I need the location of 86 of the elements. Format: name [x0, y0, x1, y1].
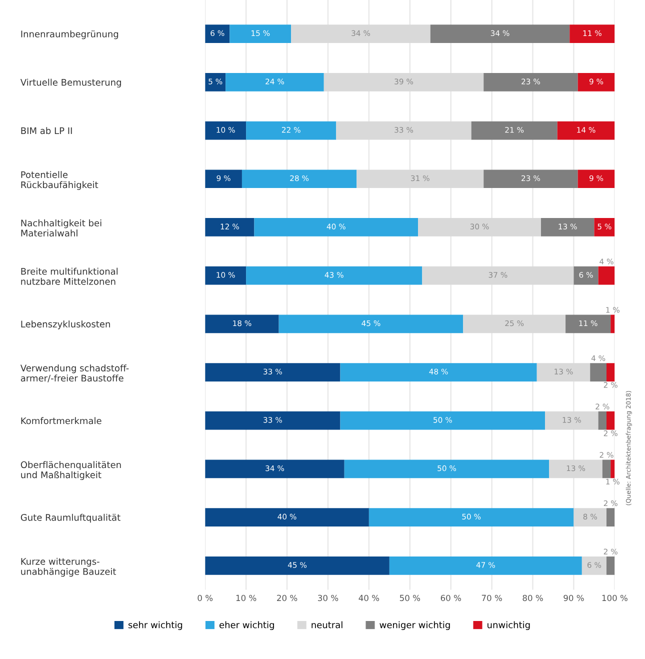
x-tick-label: 30 %: [318, 594, 338, 602]
bar: [610, 460, 615, 478]
y-tick-label: Nachhaltigkeit bei Materialwahl: [21, 219, 102, 237]
bar: [598, 266, 615, 285]
bar: [246, 266, 422, 285]
y-tick-label: BIM ab LP II: [21, 127, 72, 134]
bar: [340, 411, 546, 430]
bar: [205, 460, 344, 478]
bar: [582, 556, 606, 575]
bar: [574, 266, 598, 285]
bar: [344, 460, 550, 478]
bar: [610, 314, 615, 334]
legend-label: sehr wichtig: [128, 621, 182, 630]
bar: [566, 314, 611, 334]
x-tick-label: 100 %: [602, 594, 628, 602]
y-tick-label: Breite multifunktional nutzbare Mittelzonen: [21, 268, 118, 285]
bar: [246, 121, 336, 140]
bar: [606, 508, 615, 526]
y-tick-label: Virtuelle Bemusterung: [20, 78, 121, 88]
bar: [430, 24, 570, 44]
legend-label: unwichtig: [488, 621, 530, 630]
bar: [205, 363, 340, 382]
x-tick-label: 0 %: [198, 594, 213, 602]
bar: [205, 508, 369, 526]
bar: [205, 314, 279, 334]
bar: [254, 218, 418, 236]
bar: [578, 170, 615, 188]
bar: [536, 363, 590, 382]
bar: [463, 314, 566, 334]
legend-label: weniger wichtig: [380, 621, 450, 630]
bar: [606, 363, 615, 382]
bar: [278, 314, 464, 334]
bar: [356, 170, 484, 188]
x-tick-label: 20 %: [277, 594, 298, 602]
bar: [389, 556, 582, 575]
bar: [226, 73, 324, 92]
y-tick-label: Lebenszykluskosten: [21, 320, 110, 330]
x-tick-label: 50 %: [400, 594, 420, 602]
bar: [324, 73, 484, 92]
y-tick-label: Verwendung schadstoff- armer/-freier Baustoffe: [20, 364, 129, 382]
y-tick-label: Gute Raumluftqualität: [20, 514, 120, 523]
y-tick-label: Oberflächenqualitäten und Maßhaltigkeit: [20, 461, 121, 480]
bar: [422, 266, 574, 285]
bar: [336, 121, 472, 140]
bar: [484, 170, 578, 188]
bar: [557, 121, 615, 140]
bar: [418, 218, 541, 236]
bar: [574, 508, 606, 526]
bar: [590, 363, 606, 382]
y-tick-label: Kurze witterungs- unabhängige Bauzeit: [21, 558, 116, 577]
bar: [230, 24, 292, 44]
bar: [570, 24, 615, 44]
y-tick-label: Innenraumbegrünung: [21, 30, 118, 40]
bar: [205, 266, 246, 285]
x-tick-label: 60 %: [440, 594, 461, 602]
bar: [205, 411, 340, 430]
bar: [340, 363, 537, 382]
bar: [540, 218, 594, 236]
bar: [594, 218, 615, 236]
bar: [291, 24, 430, 44]
y-tick-label: Komfortmerkmale: [21, 417, 102, 424]
bar: [205, 218, 254, 236]
x-tick-label: 80 %: [522, 594, 543, 602]
y-tick-label: Potentielle Rückbaufähigkeit: [21, 171, 98, 190]
x-tick-label: 70 %: [482, 594, 502, 602]
bar: [598, 411, 606, 430]
bar: [545, 411, 598, 430]
x-tick-label: 90 %: [564, 594, 584, 602]
bar: [549, 460, 602, 478]
bar: [205, 24, 230, 44]
bar: [602, 460, 611, 478]
x-tick-label: 40 %: [358, 594, 380, 602]
legend-label: neutral: [312, 621, 342, 628]
legend-label: eher wichtig: [219, 621, 274, 630]
bar: [205, 73, 226, 92]
x-tick-label: 10 %: [236, 594, 256, 602]
bar: [205, 556, 390, 575]
bar: [368, 508, 574, 526]
bar: [205, 170, 242, 188]
bar: [242, 170, 357, 188]
bar: [471, 121, 558, 140]
bar: [606, 556, 615, 575]
bar: [606, 411, 615, 430]
bar: [484, 73, 578, 92]
bar: [205, 121, 246, 140]
bar: [578, 73, 615, 92]
